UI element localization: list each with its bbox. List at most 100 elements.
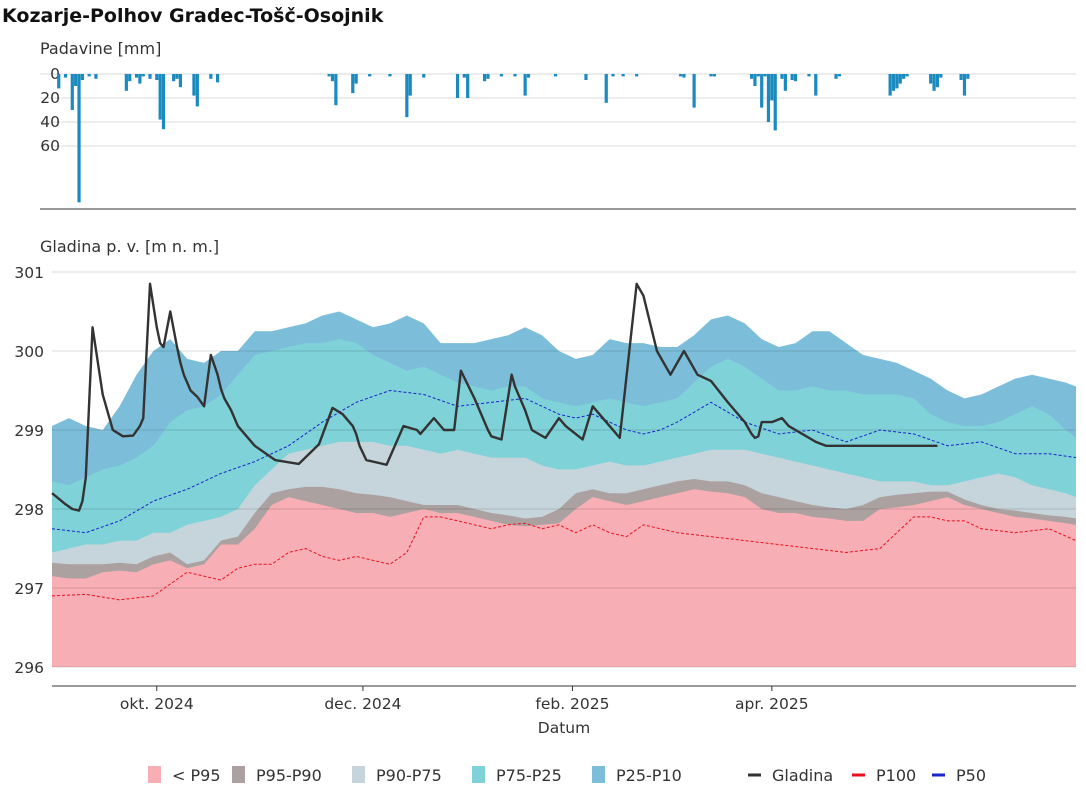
precipitation-bars <box>57 74 970 203</box>
precipitation-bar <box>351 74 355 94</box>
legend-label: Gladina <box>772 766 833 785</box>
line-gladina <box>51 282 938 512</box>
precipitation-y-ticks: 0 20 40 60 <box>40 65 60 155</box>
precipitation-bar <box>513 74 517 77</box>
legend-label: P75-P25 <box>496 766 562 785</box>
precipitation-axis-label: Padavine [mm] <box>40 39 161 58</box>
precipitation-bar <box>891 74 896 91</box>
precipitation-bar <box>763 74 767 77</box>
precipitation-bar <box>611 74 615 77</box>
legend-label: P95-P90 <box>256 766 322 785</box>
level-y-tick-label: 300 <box>14 343 44 361</box>
level-y-tick-label: 299 <box>14 422 44 440</box>
precipitation-bar <box>327 74 331 77</box>
level-y-tick-label: 298 <box>14 501 44 519</box>
precipitation-bar <box>134 74 139 78</box>
precipitation-bar <box>766 74 771 122</box>
precipitation-bar <box>523 74 527 96</box>
legend-swatch <box>148 766 161 783</box>
precipitation-y-tick-label: 0 <box>50 65 60 83</box>
precipitation-bar <box>178 74 183 88</box>
level-y-tick-label: 297 <box>14 580 44 598</box>
precipitation-bar <box>209 74 213 79</box>
precipitation-bar <box>77 74 81 203</box>
x-tick-label: okt. 2024 <box>120 695 194 713</box>
x-axis-label: Datum <box>538 719 590 737</box>
precipitation-bar <box>354 74 358 84</box>
precipitation-bar <box>807 74 811 77</box>
precipitation-bar <box>692 74 696 108</box>
precipitation-bar <box>888 74 892 96</box>
precipitation-bar <box>932 74 936 91</box>
precipitation-bar <box>499 74 504 77</box>
precipitation-bar <box>455 74 460 98</box>
precipitation-bar <box>773 74 777 131</box>
precipitation-bar <box>192 74 196 96</box>
level-y-tick-label: 296 <box>14 659 44 677</box>
precipitation-bar <box>80 74 85 80</box>
legend-label: P90-P75 <box>376 766 442 785</box>
precipitation-bar <box>422 74 426 78</box>
precipitation-bar <box>526 74 531 78</box>
level-lines <box>51 282 1077 601</box>
precipitation-bar <box>895 74 899 89</box>
legend-label: P25-P10 <box>616 766 682 785</box>
precipitation-bar <box>553 74 558 77</box>
precipitation-bar <box>388 74 392 77</box>
precipitation-bar <box>814 74 818 96</box>
level-axis-label: Gladina p. v. [m n. m.] <box>40 237 219 256</box>
line-p50 <box>51 390 1077 534</box>
x-axis-ticks: okt. 2024 dec. 2024 feb. 2025 apr. 2025 <box>120 686 809 713</box>
precipitation-bar <box>155 74 159 80</box>
percentile-bands <box>52 311 1076 667</box>
precipitation-bar <box>682 74 686 78</box>
precipitation-bar <box>138 74 142 84</box>
precipitation-bar <box>712 74 716 77</box>
precipitation-bar <box>74 74 78 86</box>
precipitation-bar <box>462 74 466 78</box>
precipitation-bar <box>760 74 764 108</box>
precipitation-bar <box>70 74 74 110</box>
precipitation-bar <box>408 74 412 96</box>
precipitation-bar <box>584 74 588 80</box>
precipitation-bar <box>330 74 335 82</box>
legend-swatch <box>592 766 605 783</box>
precipitation-panel: Padavine [mm] 0 20 40 60 <box>40 39 1076 210</box>
precipitation-bar <box>368 74 372 77</box>
precipitation-bar <box>959 74 963 80</box>
precipitation-bar <box>749 74 754 79</box>
legend: < P95 P95-P90 P90-P75 P75-P25 P25-P10 Gladina… <box>148 766 986 785</box>
precipitation-bar <box>94 74 98 79</box>
precipitation-bar <box>793 74 798 82</box>
chart-title: Kozarje-Polhov Gradec-Tošč-Osojnik <box>2 5 384 27</box>
legend-label: P100 <box>876 766 916 785</box>
precipitation-y-tick-label: 20 <box>40 89 60 107</box>
precipitation-bar <box>405 74 409 118</box>
precipitation-bar <box>175 74 179 79</box>
x-tick-label: feb. 2025 <box>535 695 609 713</box>
precipitation-bar <box>939 74 943 78</box>
x-tick-label: apr. 2025 <box>735 695 809 713</box>
precipitation-bar <box>898 74 902 84</box>
precipitation-bar <box>87 74 91 77</box>
precipitation-bar <box>783 74 787 91</box>
precipitation-bar <box>195 74 199 107</box>
precipitation-bar <box>635 74 639 77</box>
precipitation-bar <box>604 74 608 103</box>
precipitation-bar <box>790 74 794 80</box>
precipitation-bar <box>216 74 220 83</box>
precipitation-bar <box>172 74 176 82</box>
level-y-ticks: 296 297 298 299 300 301 <box>14 264 44 677</box>
precipitation-bar <box>141 74 145 77</box>
precipitation-bar <box>962 74 967 96</box>
precipitation-bar <box>466 74 470 98</box>
precipitation-bar <box>57 74 61 89</box>
legend-swatch <box>232 766 245 783</box>
precipitation-bar <box>128 74 132 82</box>
legend-label: < P95 <box>172 766 221 785</box>
precipitation-bar <box>780 74 784 79</box>
legend-swatch <box>472 766 485 783</box>
precipitation-bar <box>486 74 490 79</box>
precipitation-bar <box>678 74 683 77</box>
